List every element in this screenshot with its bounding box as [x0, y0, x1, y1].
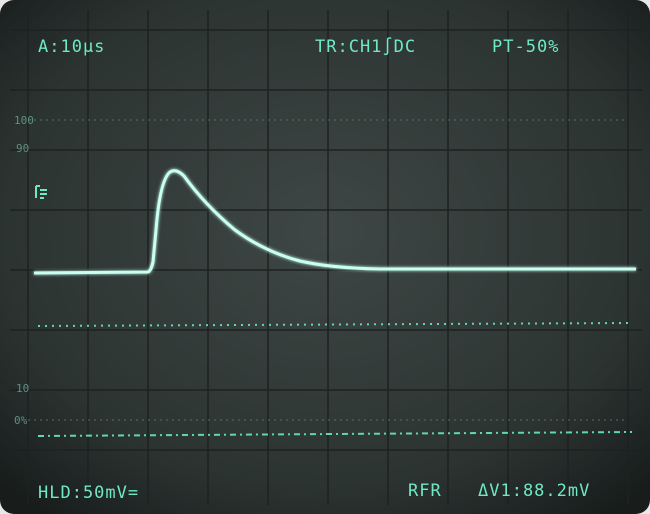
signal-trace — [33, 169, 636, 275]
cursor-line — [37, 431, 633, 437]
scale-label: 100 — [14, 114, 34, 127]
reference-line — [37, 322, 633, 327]
measurement: ΔV1:88.2mV — [478, 481, 590, 501]
scale-label: 90 — [16, 142, 29, 155]
scale-label: 0% — [14, 414, 28, 427]
percent-lines — [28, 119, 628, 421]
trigger-marker — [35, 185, 47, 199]
trigger: TR:CH1∫DC — [315, 37, 416, 57]
mode: RFR — [408, 481, 442, 501]
graticule — [10, 10, 642, 505]
timebase: A:10µs — [38, 37, 105, 57]
position: PT-50% — [492, 37, 559, 57]
hold: HLD:50mV= — [38, 483, 139, 503]
scale-label: 10 — [16, 382, 29, 395]
